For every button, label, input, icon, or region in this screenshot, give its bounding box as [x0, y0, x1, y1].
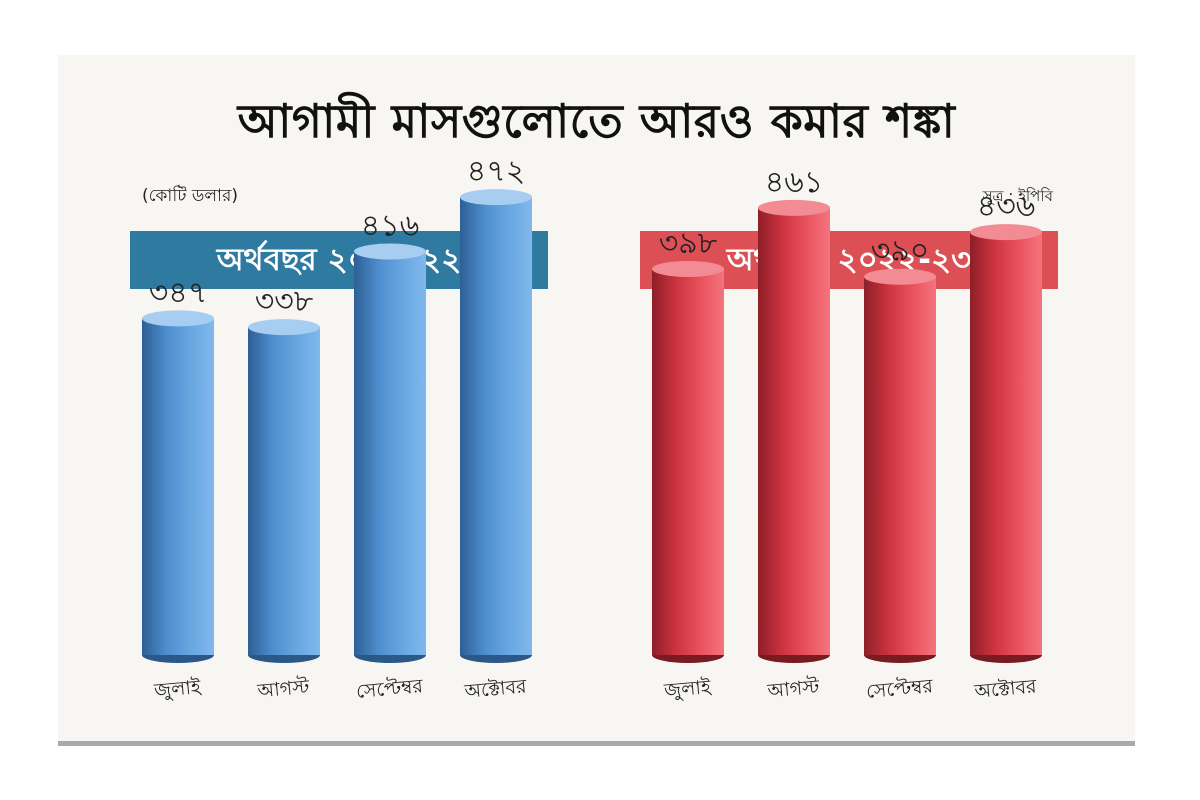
- chart-card: আগামী মাসগুলোতে আরও কমার শঙ্কা (কোটি ডলা…: [58, 55, 1135, 746]
- data-label: ৩৯০: [871, 234, 929, 269]
- category-label: সেপ্টেম্বর: [355, 674, 424, 703]
- bar-top: [652, 260, 724, 277]
- category-label: অক্টোবর: [463, 675, 528, 702]
- bar-top: [864, 268, 936, 285]
- data-label: ৩৩৮: [255, 284, 313, 319]
- bar-top: [142, 310, 214, 327]
- bar-2021-22-3: [460, 189, 532, 663]
- bar-body: [652, 268, 724, 655]
- bar-2021-22-1: [248, 319, 320, 663]
- bar-top: [248, 319, 320, 336]
- bar-body: [142, 318, 214, 655]
- data-label: ৪৭২: [467, 154, 525, 189]
- data-label: ৪৬১: [765, 165, 823, 200]
- bar-2021-22-2: [354, 243, 426, 663]
- bar-top: [970, 224, 1042, 241]
- bar-chart-plot: ৩৪৭ জুলাই ৩৩৮ আগস্ট ৪১৬ সেপ্টেম্বর ৪৭২ অক্টোবর ৩…: [142, 154, 1042, 703]
- bar-2022-23-2: [864, 268, 936, 663]
- bar-body: [970, 232, 1042, 655]
- bar-top: [758, 199, 830, 216]
- bar-body: [354, 251, 426, 656]
- bar-2022-23-0: [652, 260, 724, 663]
- bar-body: [864, 276, 936, 655]
- data-label: ৩৪৭: [149, 275, 207, 310]
- bar-2022-23-3: [970, 224, 1042, 663]
- bar-body: [460, 197, 532, 655]
- bar-2022-23-1: [758, 199, 830, 663]
- data-label: ৪১৬: [361, 208, 419, 243]
- data-label: ৩৯৮: [659, 226, 717, 261]
- category-label: জুলাই: [152, 676, 202, 703]
- chart-title: আগামী মাসগুলোতে আরও কমার শঙ্কা: [237, 94, 956, 148]
- source-label: সূত্র : ইপিবি: [982, 187, 1053, 205]
- unit-label: (কোটি ডলার): [142, 186, 238, 206]
- bar-top: [460, 189, 532, 206]
- bar-body: [248, 327, 320, 655]
- bar-body: [758, 207, 830, 655]
- category-label: আগস্ট: [256, 675, 311, 703]
- data-label: ৪৩৬: [977, 189, 1035, 224]
- category-label: অক্টোবর: [973, 675, 1038, 702]
- category-label: সেপ্টেম্বর: [865, 674, 934, 703]
- bar-2021-22-0: [142, 310, 214, 663]
- bar-top: [354, 243, 426, 260]
- category-label: আগস্ট: [766, 675, 821, 703]
- category-label: জুলাই: [662, 676, 712, 703]
